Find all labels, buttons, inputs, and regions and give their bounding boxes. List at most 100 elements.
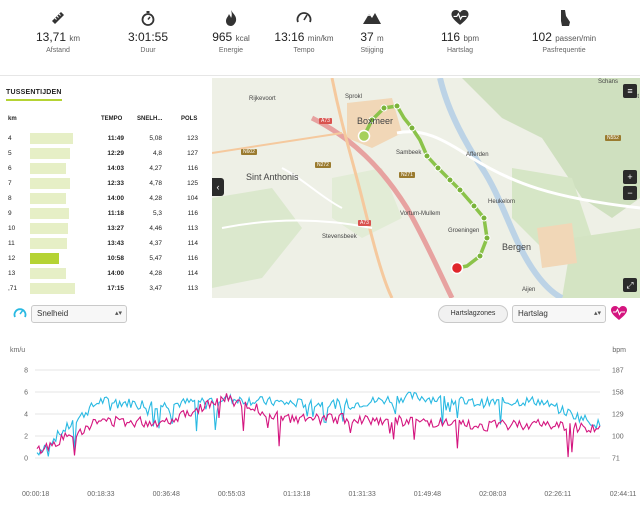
- split-bar: [30, 253, 59, 264]
- collapse-panel-button[interactable]: ‹: [212, 178, 224, 196]
- split-row[interactable]: 10 13:27 4,46 113: [0, 222, 212, 235]
- chart-svg: km/u bpm 8 187 6 158 4 129 2 100 0 71 00:00:18 00:18:…: [10, 347, 637, 498]
- split-speed: 3,47: [149, 285, 162, 292]
- split-km: 5: [8, 150, 12, 157]
- heartrate-series-line: [36, 393, 601, 458]
- stat-number: 13,71: [35, 30, 66, 44]
- map-place-label: Sprokl: [345, 94, 363, 100]
- split-tempo: 12:29: [107, 150, 124, 157]
- map-place-label: Heukelom: [488, 199, 516, 205]
- stat-unit: km: [69, 34, 81, 43]
- stat-afstand: 13,71 km Afstand: [18, 0, 98, 76]
- speed-gauge-icon: [13, 308, 27, 318]
- map-place-label: Aijen: [522, 287, 536, 293]
- split-row[interactable]: 8 14:00 4,28 104: [0, 192, 212, 205]
- stat-value: 13,71 km: [18, 30, 98, 44]
- heart-zones-button[interactable]: Hartslagzones: [438, 305, 508, 323]
- map-place-label: Vortum-Mullem: [400, 211, 441, 217]
- stat-value: 965 kcal: [191, 30, 271, 44]
- map-place-label: Groeningen: [448, 228, 480, 234]
- split-bar: [30, 148, 70, 159]
- split-tempo: 17:15: [107, 285, 124, 292]
- split-row[interactable]: 7 12:33 4,78 125: [0, 177, 212, 190]
- split-km: 7: [8, 180, 12, 187]
- zoom-in-button[interactable]: +: [623, 170, 637, 184]
- stat-value: 116 bpm: [420, 30, 500, 44]
- chart-controls: Snelheid ▴▾ Hartslagzones Hartslag ▴▾: [0, 300, 640, 328]
- stat-unit: bpm: [463, 34, 480, 43]
- stat-number: 37: [360, 30, 374, 44]
- split-tempo: 14:00: [107, 195, 124, 202]
- map-road-label: N552: [605, 135, 621, 141]
- split-pulse: 113: [187, 225, 198, 232]
- map-road-label: N602: [241, 149, 257, 155]
- left-metric-value: Snelheid: [37, 309, 69, 318]
- map-place-label: Schans: [598, 79, 619, 85]
- split-row[interactable]: 12 10:58 5,47 116: [0, 252, 212, 265]
- split-km: 12: [8, 255, 16, 262]
- split-pulse: 114: [187, 240, 198, 247]
- map-road-label: N272: [315, 162, 331, 168]
- splits-title: TUSSENTIJDEN: [6, 89, 62, 101]
- split-row[interactable]: 5 12:29 4,8 127: [0, 147, 212, 160]
- speedometer-icon: [264, 10, 344, 28]
- left-metric-select[interactable]: Snelheid ▴▾: [31, 305, 127, 323]
- stopwatch-icon: [108, 10, 188, 28]
- split-pulse: 116: [187, 165, 198, 172]
- shoe-icon: [524, 10, 604, 28]
- left-tick-label: 2: [24, 434, 28, 441]
- map-place-label: Sint Anthonis: [246, 172, 299, 182]
- stat-energie: 965 kcal Energie: [191, 0, 271, 76]
- split-tempo: 12:33: [107, 180, 124, 187]
- x-tick-label: 01:31:33: [349, 491, 376, 498]
- stat-unit: kcal: [235, 34, 250, 43]
- right-tick-label: 129: [612, 412, 624, 419]
- split-row[interactable]: 4 11:49 5,08 123: [0, 132, 212, 145]
- split-row[interactable]: 13 14:00 4,28 114: [0, 267, 212, 280]
- left-tick-label: 4: [24, 412, 28, 419]
- stat-unit: min/km: [307, 34, 334, 43]
- finish-marker: [450, 261, 464, 275]
- splits-header-speed: SNELH...: [137, 116, 163, 122]
- split-km: ,71: [8, 285, 18, 292]
- splits-header-tempo: TEMPO: [101, 116, 123, 122]
- route-map[interactable]: Sprokl Rijkevoort Boxmeer Sambeek Afferden Si…: [212, 78, 640, 298]
- split-pulse: 113: [187, 285, 198, 292]
- split-row[interactable]: 9 11:18 5,3 116: [0, 207, 212, 220]
- start-marker: [357, 129, 371, 143]
- split-pulse: 116: [187, 210, 198, 217]
- fullscreen-button[interactable]: ⤢: [623, 278, 637, 292]
- speed-heartrate-chart[interactable]: km/u bpm 8 187 6 158 4 129 2 100 0 71 00:00:18 00:18:…: [0, 340, 640, 503]
- stat-hartslag: 116 bpm Hartslag: [420, 0, 500, 76]
- left-tick-label: 8: [24, 368, 28, 375]
- right-tick-label: 158: [612, 390, 624, 397]
- chevron-updown-icon: ▴▾: [114, 310, 122, 317]
- split-pulse: 104: [187, 195, 198, 202]
- map-place-label: Afferden: [466, 152, 489, 158]
- split-speed: 4,78: [149, 180, 162, 187]
- stat-number: 13:16: [274, 30, 305, 44]
- right-metric-select[interactable]: Hartslag ▴▾: [512, 305, 606, 323]
- split-tempo: 13:27: [107, 225, 124, 232]
- split-bar: [30, 163, 66, 174]
- splits-header-pulse: POLS: [181, 116, 198, 122]
- x-tick-label: 00:18:33: [87, 491, 114, 498]
- zoom-out-button[interactable]: −: [623, 186, 637, 200]
- split-row[interactable]: 11 13:43 4,37 114: [0, 237, 212, 250]
- map-menu-button[interactable]: ≡: [623, 84, 637, 98]
- stat-label: Duur: [140, 47, 156, 54]
- split-km: 10: [8, 225, 16, 232]
- split-speed: 5,3: [152, 210, 162, 217]
- map-place-label: Boxmeer: [357, 116, 394, 126]
- split-speed: 4,37: [149, 240, 162, 247]
- map-place-label: Rijkevoort: [249, 96, 276, 102]
- stat-pasfrequentie: 102 passen/min Pasfrequentie: [524, 0, 604, 76]
- map-road-label: A73: [319, 118, 332, 124]
- split-speed: 5,47: [149, 255, 162, 262]
- split-row[interactable]: 6 14:03 4,27 116: [0, 162, 212, 175]
- split-tempo: 11:18: [107, 210, 124, 217]
- split-row[interactable]: ,71 17:15 3,47 113: [0, 282, 212, 295]
- heart-icon: [420, 10, 500, 28]
- speed-series-line: [36, 391, 601, 457]
- x-tick-label: 02:44:11: [610, 491, 637, 498]
